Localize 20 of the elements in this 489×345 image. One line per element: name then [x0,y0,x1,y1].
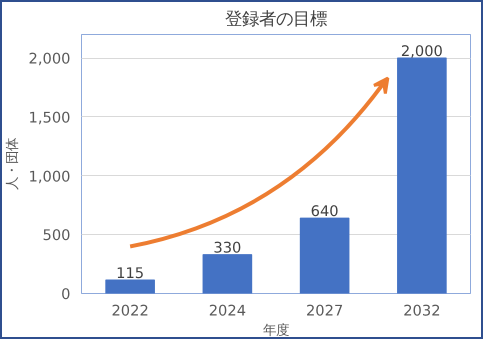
bar [300,218,350,294]
data-label: 330 [213,240,242,257]
data-label: 2,000 [400,43,443,60]
chart-title: 登録者の目標 [225,10,327,30]
y-tick-label: 1,500 [28,109,71,126]
data-label: 640 [310,203,339,220]
data-label: 115 [116,264,144,282]
y-tick-label: 0 [61,286,71,303]
x-axis-title: 年度 [263,322,289,338]
x-tick-label: 2022 [111,302,149,320]
bar [202,254,252,294]
bar [105,279,155,294]
y-axis-title: 人・団体 [6,138,21,190]
y-tick-label: 500 [42,227,71,244]
y-tick-label: 1,000 [28,168,71,186]
x-tick-label: 2027 [306,302,344,320]
x-tick-label: 2024 [208,302,246,320]
bar [397,58,447,294]
x-tick-label: 2032 [403,302,441,320]
y-tick-label: 2,000 [28,50,71,68]
